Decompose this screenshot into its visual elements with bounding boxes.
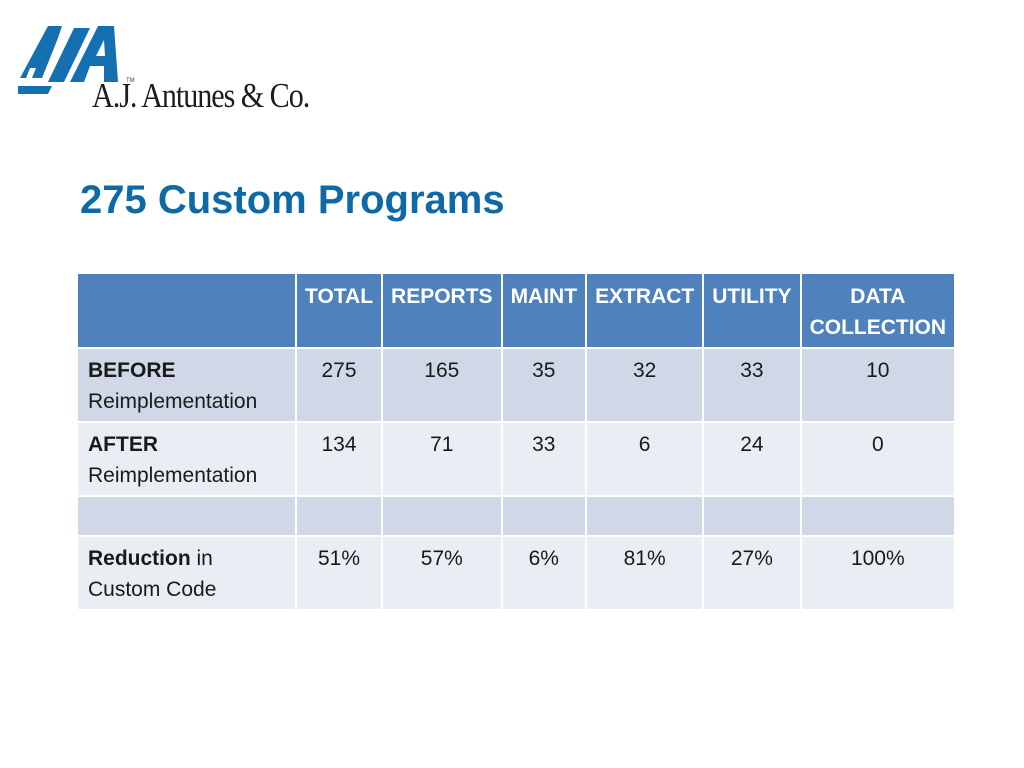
custom-programs-table: TOTAL REPORTS MAINT EXTRACT UTILITY DATA… (76, 272, 956, 611)
table-cell: 57% (383, 537, 501, 609)
table-cell: 6% (502, 537, 586, 609)
page-title: 275 Custom Programs (80, 178, 505, 222)
aja-logo-mark-icon (18, 26, 118, 94)
table-cell: 33 (502, 423, 586, 495)
table-cell: 81% (587, 537, 703, 609)
table-cell: 275 (297, 349, 382, 421)
row-label: Reduction in Custom Code (78, 537, 295, 609)
table-header-row: TOTAL REPORTS MAINT EXTRACT UTILITY DATA… (78, 274, 955, 347)
column-header-maint: MAINT (502, 274, 586, 347)
row-label-rest: Reimplementation (88, 464, 258, 487)
row-label-rest: Reimplementation (88, 390, 258, 413)
trademark-mark: TM (126, 78, 135, 84)
table-cell: 27% (704, 537, 800, 609)
column-header-label (78, 274, 295, 347)
table-cell: 71 (383, 423, 501, 495)
table-cell: 32 (587, 349, 703, 421)
row-label: AFTER Reimplementation (78, 423, 295, 495)
table-row-reduction: Reduction in Custom Code 51% 57% 6% 81% … (78, 537, 955, 609)
row-label-rest: in Custom Code (88, 547, 217, 601)
table-cell: 10 (801, 349, 955, 421)
table-cell (704, 497, 800, 535)
table-cell: 100% (801, 537, 955, 609)
row-label (78, 497, 295, 535)
table-row-after: AFTER Reimplementation 134 71 33 6 24 0 (78, 423, 955, 495)
company-logo: TM A.J. Antunes & Co. (18, 20, 338, 115)
row-label-bold: BEFORE (88, 359, 176, 382)
row-label-bold: AFTER (88, 433, 158, 456)
table-cell (383, 497, 501, 535)
table-cell (297, 497, 382, 535)
table-cell (801, 497, 955, 535)
table-cell: 0 (801, 423, 955, 495)
column-header-extract: EXTRACT (587, 274, 703, 347)
column-header-utility: UTILITY (704, 274, 800, 347)
row-label-bold: Reduction (88, 547, 191, 570)
table-cell: 33 (704, 349, 800, 421)
column-header-data-collection: DATA COLLECTION (801, 274, 955, 347)
table-cell: 51% (297, 537, 382, 609)
table-cell: 134 (297, 423, 382, 495)
table-cell: 165 (383, 349, 501, 421)
table-row-before: BEFORE Reimplementation 275 165 35 32 33 … (78, 349, 955, 421)
company-name: A.J. Antunes & Co. (92, 76, 310, 115)
table-cell (587, 497, 703, 535)
table-cell: 24 (704, 423, 800, 495)
column-header-reports: REPORTS (383, 274, 501, 347)
table-cell (502, 497, 586, 535)
table-cell: 35 (502, 349, 586, 421)
row-label: BEFORE Reimplementation (78, 349, 295, 421)
column-header-total: TOTAL (297, 274, 382, 347)
table-cell: 6 (587, 423, 703, 495)
table-row-empty (78, 497, 955, 535)
